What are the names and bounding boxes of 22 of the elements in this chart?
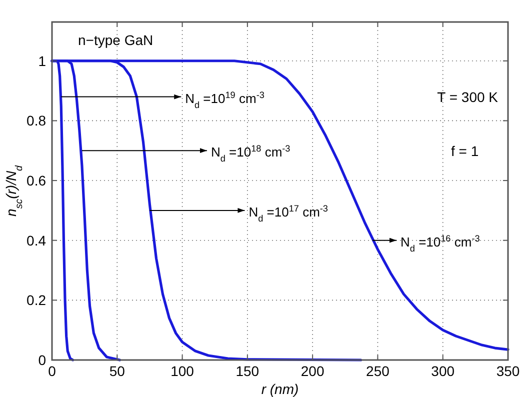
x-tick-label: 200 [300, 363, 324, 379]
annotation: N$_{d}$ =10$^{19}$ cm$^{-3}$ [185, 90, 264, 110]
x-tick-label: 150 [236, 363, 260, 379]
x-tick-label: 350 [496, 363, 520, 379]
annotation: n−type GaN [78, 32, 154, 48]
x-tick-label: 300 [431, 363, 455, 379]
annotation: T = 300 K [437, 89, 499, 105]
y-tick-label: 0 [38, 352, 46, 368]
x-tick-label: 250 [366, 363, 390, 379]
y-tick-label: 0.2 [26, 292, 46, 308]
annotation: N$_{d}$ =10$^{18}$ cm$^{-3}$ [210, 144, 290, 164]
annotation: f = 1 [451, 143, 479, 159]
x-axis-title: r (nm) [261, 381, 299, 397]
y-tick-label: 0.8 [26, 112, 46, 129]
x-tick-label: 50 [109, 363, 126, 379]
y-tick-label: 1 [38, 52, 46, 69]
annotation: N$_{d}$ =10$^{17}$ cm$^{-3}$ [248, 203, 328, 224]
y-tick-label: 0.6 [26, 172, 46, 189]
x-tick-label: 100 [170, 363, 194, 379]
annotation: N$_{d}$ =10$^{16}$ cm$^{-3}$ [400, 233, 480, 254]
x-tick-label: 0 [48, 363, 56, 379]
y-tick-label: 0.4 [26, 232, 46, 248]
